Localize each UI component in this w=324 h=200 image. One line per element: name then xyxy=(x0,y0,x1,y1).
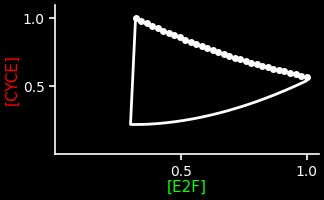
X-axis label: [E2F]: [E2F] xyxy=(167,180,207,195)
Y-axis label: [CYCE]: [CYCE] xyxy=(5,54,20,105)
